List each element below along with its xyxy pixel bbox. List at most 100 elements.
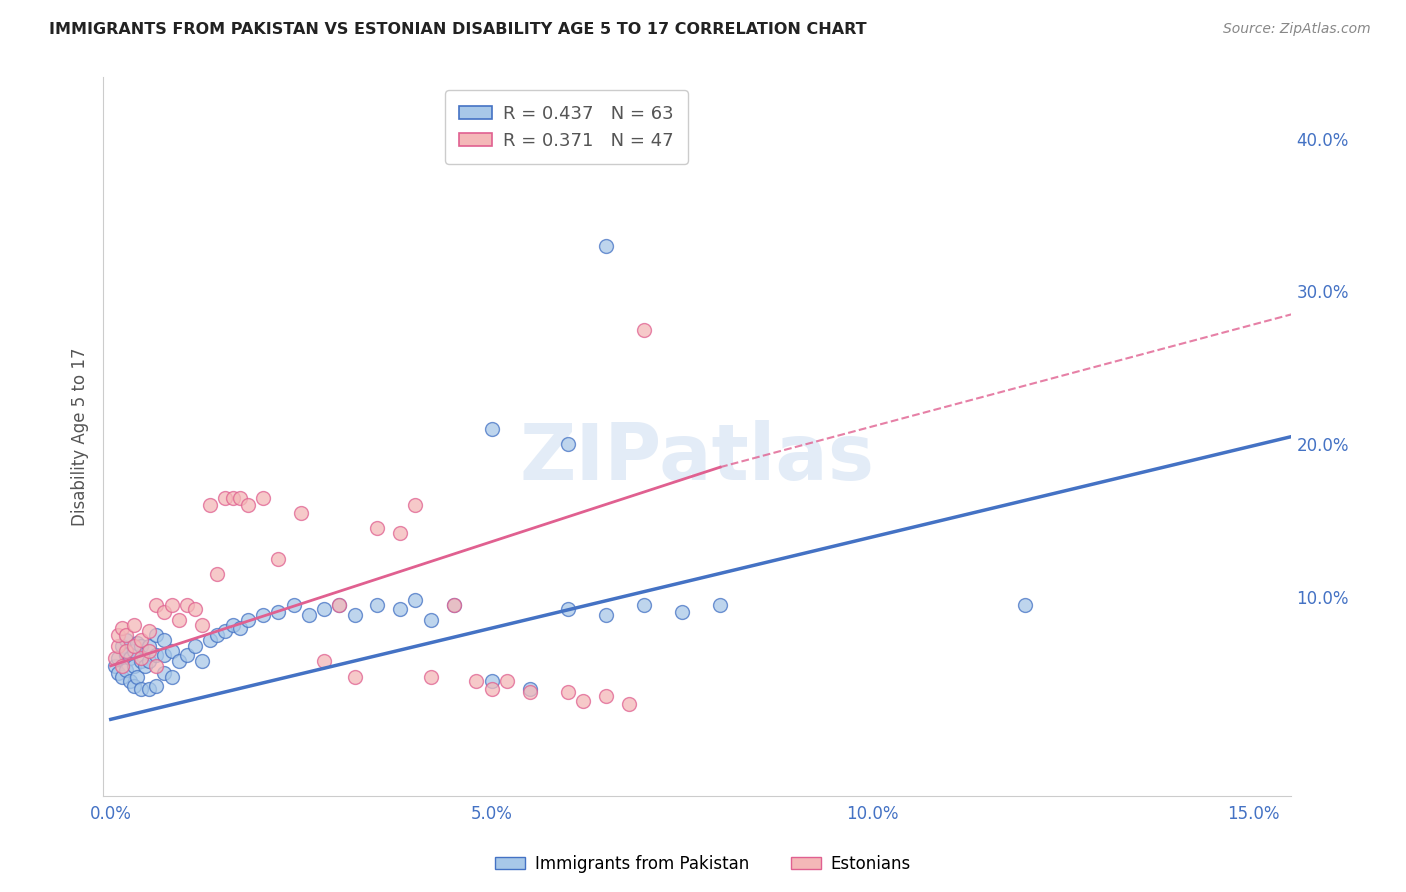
Point — [107, 628, 129, 642]
Point — [481, 681, 503, 696]
Point — [145, 628, 167, 642]
Point — [145, 598, 167, 612]
Point — [191, 617, 214, 632]
Point — [103, 658, 125, 673]
Point — [122, 658, 145, 673]
Point — [107, 666, 129, 681]
Point — [169, 654, 191, 668]
Point — [160, 669, 183, 683]
Point — [183, 602, 205, 616]
Point — [221, 491, 243, 505]
Point — [127, 669, 149, 683]
Point — [229, 491, 252, 505]
Point — [312, 602, 335, 616]
Text: Source: ZipAtlas.com: Source: ZipAtlas.com — [1223, 22, 1371, 37]
Point — [129, 632, 152, 647]
Point — [115, 632, 138, 647]
Point — [328, 598, 350, 612]
Point — [595, 238, 617, 252]
Point — [267, 552, 290, 566]
Point — [404, 593, 426, 607]
Text: ZIPatlas: ZIPatlas — [520, 420, 875, 496]
Point — [153, 632, 176, 647]
Point — [153, 605, 176, 619]
Point — [103, 651, 125, 665]
Point — [214, 624, 236, 638]
Point — [290, 506, 312, 520]
Point — [160, 643, 183, 657]
Point — [127, 636, 149, 650]
Point — [129, 654, 152, 668]
Point — [111, 669, 134, 683]
Point — [419, 669, 441, 683]
Point — [145, 679, 167, 693]
Point — [465, 674, 488, 689]
Point — [138, 624, 160, 638]
Point — [122, 639, 145, 653]
Point — [138, 681, 160, 696]
Point — [198, 499, 221, 513]
Point — [134, 658, 156, 673]
Point — [115, 628, 138, 642]
Point — [495, 674, 517, 689]
Point — [160, 598, 183, 612]
Y-axis label: Disability Age 5 to 17: Disability Age 5 to 17 — [72, 347, 89, 526]
Point — [129, 681, 152, 696]
Point — [236, 613, 259, 627]
Point — [138, 643, 160, 657]
Point — [236, 499, 259, 513]
Point — [519, 685, 541, 699]
Point — [169, 613, 191, 627]
Point — [221, 617, 243, 632]
Point — [115, 643, 138, 657]
Point — [111, 639, 134, 653]
Point — [595, 608, 617, 623]
Point — [122, 679, 145, 693]
Point — [107, 639, 129, 653]
Point — [111, 621, 134, 635]
Point — [343, 669, 366, 683]
Point — [252, 491, 274, 505]
Legend: R = 0.437   N = 63, R = 0.371   N = 47: R = 0.437 N = 63, R = 0.371 N = 47 — [444, 90, 688, 164]
Point — [366, 521, 388, 535]
Point — [633, 598, 655, 612]
Legend: Immigrants from Pakistan, Estonians: Immigrants from Pakistan, Estonians — [488, 848, 918, 880]
Point — [198, 632, 221, 647]
Point — [118, 674, 141, 689]
Point — [481, 674, 503, 689]
Point — [419, 613, 441, 627]
Point — [443, 598, 465, 612]
Point — [328, 598, 350, 612]
Point — [129, 651, 152, 665]
Point — [207, 567, 229, 582]
Point — [229, 621, 252, 635]
Point — [557, 602, 579, 616]
Point — [1014, 598, 1036, 612]
Point — [145, 658, 167, 673]
Point — [343, 608, 366, 623]
Point — [617, 697, 640, 711]
Point — [138, 639, 160, 653]
Point — [595, 690, 617, 704]
Point — [191, 654, 214, 668]
Point — [145, 648, 167, 662]
Text: IMMIGRANTS FROM PAKISTAN VS ESTONIAN DISABILITY AGE 5 TO 17 CORRELATION CHART: IMMIGRANTS FROM PAKISTAN VS ESTONIAN DIS… — [49, 22, 868, 37]
Point — [207, 628, 229, 642]
Point — [176, 598, 198, 612]
Point — [389, 525, 412, 540]
Point — [633, 323, 655, 337]
Point — [557, 437, 579, 451]
Point — [404, 499, 426, 513]
Point — [111, 658, 134, 673]
Point — [138, 654, 160, 668]
Point — [389, 602, 412, 616]
Point — [671, 605, 693, 619]
Point — [572, 694, 595, 708]
Point — [519, 681, 541, 696]
Point — [115, 664, 138, 678]
Point — [557, 685, 579, 699]
Point — [267, 605, 290, 619]
Point — [129, 639, 152, 653]
Point — [366, 598, 388, 612]
Point — [153, 648, 176, 662]
